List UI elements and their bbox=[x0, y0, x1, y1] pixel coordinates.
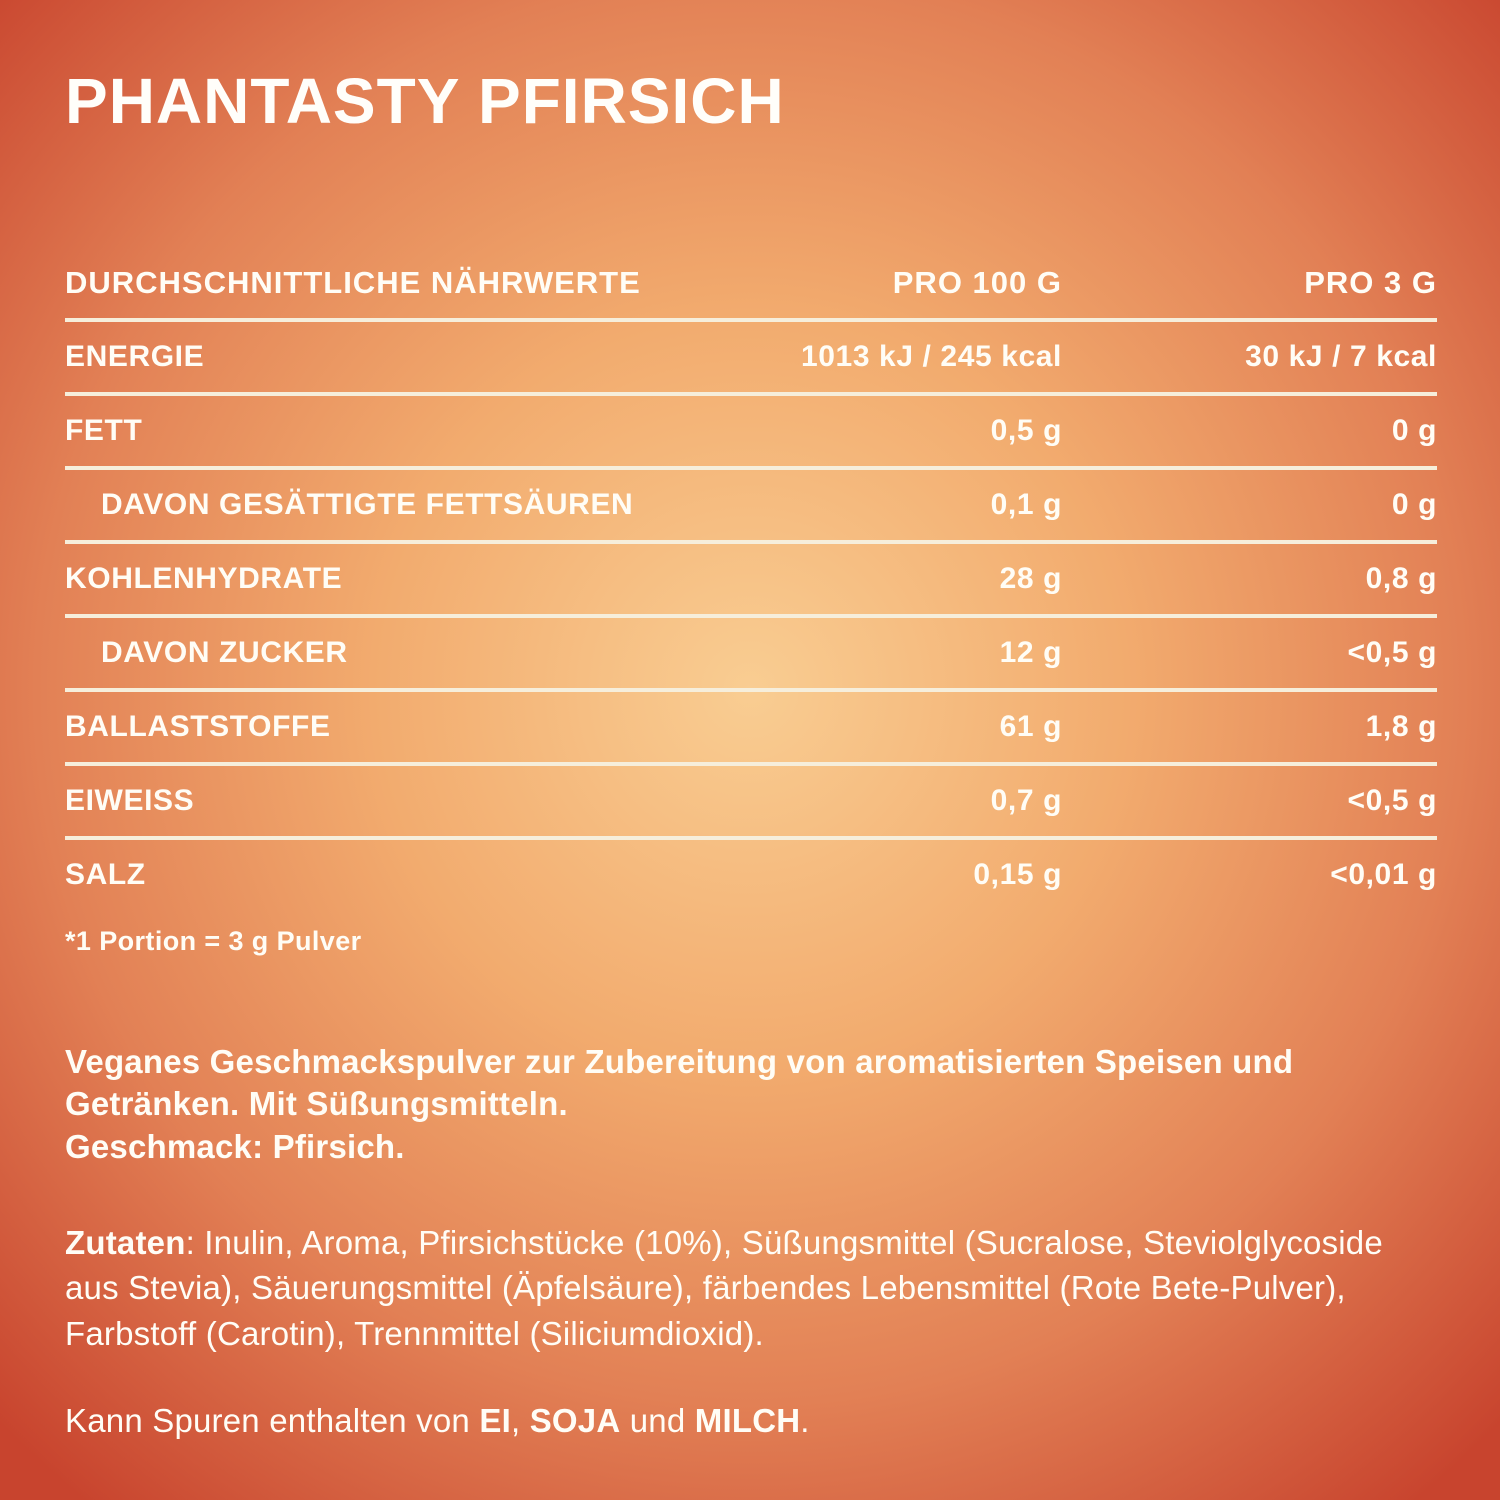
row-label: SALZ bbox=[65, 858, 146, 892]
row-label: KOHLENHYDRATE bbox=[65, 562, 343, 596]
row-label: FETT bbox=[65, 414, 143, 448]
value-per-100g: 0,5 g bbox=[990, 414, 1062, 448]
value-per-100g: 1013 kJ / 245 kcal bbox=[800, 340, 1062, 374]
page-title: PHANTASTY PFIRSICH bbox=[65, 65, 785, 137]
table-row-kohlenhydrate: KOHLENHYDRATE 28 g 0,8 g bbox=[65, 544, 1437, 619]
header-per-3g: PRO 3 G bbox=[1304, 265, 1437, 301]
value-per-100g: 12 g bbox=[999, 636, 1062, 670]
value-per-3g: 0 g bbox=[1391, 414, 1437, 448]
description-flavor: Geschmack: Pfirsich. bbox=[65, 1127, 405, 1165]
allergen-milk: MILCH bbox=[694, 1402, 801, 1440]
description-main: Veganes Geschmackspulver zur Zubereitung… bbox=[65, 1043, 1294, 1123]
table-row-eiweiss: EIWEISS 0,7 g <0,5 g bbox=[65, 766, 1437, 841]
value-per-3g: 0 g bbox=[1391, 488, 1437, 522]
value-per-3g: <0,5 g bbox=[1347, 784, 1437, 818]
value-per-100g: 0,1 g bbox=[990, 488, 1062, 522]
allergen-prefix: Kann Spuren enthalten von bbox=[65, 1402, 480, 1440]
table-footnote: *1 Portion = 3 g Pulver bbox=[65, 926, 362, 957]
header-per-100g: PRO 100 G bbox=[892, 265, 1062, 301]
table-row-salz: SALZ 0,15 g <0,01 g bbox=[65, 840, 1437, 910]
product-description: Veganes Geschmackspulver zur Zubereitung… bbox=[65, 1041, 1437, 1168]
allergen-soy: SOJA bbox=[529, 1402, 621, 1440]
table-row-gesaettigte-fettsaeuren: DAVON GESÄTTIGTE FETTSÄUREN 0,1 g 0 g bbox=[65, 470, 1437, 545]
value-per-3g: 0,8 g bbox=[1365, 562, 1437, 596]
value-per-3g: 30 kJ / 7 kcal bbox=[1245, 340, 1437, 374]
allergen-sep1: , bbox=[510, 1402, 530, 1440]
allergen-sep2: und bbox=[620, 1402, 695, 1440]
value-per-3g: 1,8 g bbox=[1365, 710, 1437, 744]
allergen-notice: Kann Spuren enthalten von EI, SOJA und M… bbox=[65, 1402, 1437, 1440]
table-row-fett: FETT 0,5 g 0 g bbox=[65, 396, 1437, 471]
row-label: DAVON GESÄTTIGTE FETTSÄUREN bbox=[101, 488, 634, 522]
ingredients-text: : Inulin, Aroma, Pfirsichstücke (10%), S… bbox=[65, 1223, 1383, 1352]
value-per-100g: 0,15 g bbox=[973, 858, 1062, 892]
nutrition-table: DURCHSCHNITTLICHE NÄHRWERTE PRO 100 G PR… bbox=[65, 248, 1437, 910]
value-per-100g: 0,7 g bbox=[990, 784, 1062, 818]
ingredients-paragraph: Zutaten: Inulin, Aroma, Pfirsichstücke (… bbox=[65, 1220, 1437, 1357]
value-per-3g: <0,5 g bbox=[1347, 636, 1437, 670]
table-header-row: DURCHSCHNITTLICHE NÄHRWERTE PRO 100 G PR… bbox=[65, 248, 1437, 323]
row-label: BALLASTSTOFFE bbox=[65, 710, 331, 744]
table-row-energie: ENERGIE 1013 kJ / 245 kcal 30 kJ / 7 kca… bbox=[65, 322, 1437, 397]
value-per-100g: 61 g bbox=[999, 710, 1062, 744]
table-row-davon-zucker: DAVON ZUCKER 12 g <0,5 g bbox=[65, 618, 1437, 693]
row-label: ENERGIE bbox=[65, 340, 205, 374]
row-label: DAVON ZUCKER bbox=[101, 636, 348, 670]
value-per-100g: 28 g bbox=[999, 562, 1062, 596]
allergen-suffix: . bbox=[800, 1402, 810, 1440]
table-row-ballaststoffe: BALLASTSTOFFE 61 g 1,8 g bbox=[65, 692, 1437, 767]
ingredients-label: Zutaten bbox=[65, 1223, 186, 1261]
header-nutrients-label: DURCHSCHNITTLICHE NÄHRWERTE bbox=[65, 265, 641, 301]
value-per-3g: <0,01 g bbox=[1330, 858, 1437, 892]
row-label: EIWEISS bbox=[65, 784, 195, 818]
allergen-egg: EI bbox=[479, 1402, 511, 1440]
